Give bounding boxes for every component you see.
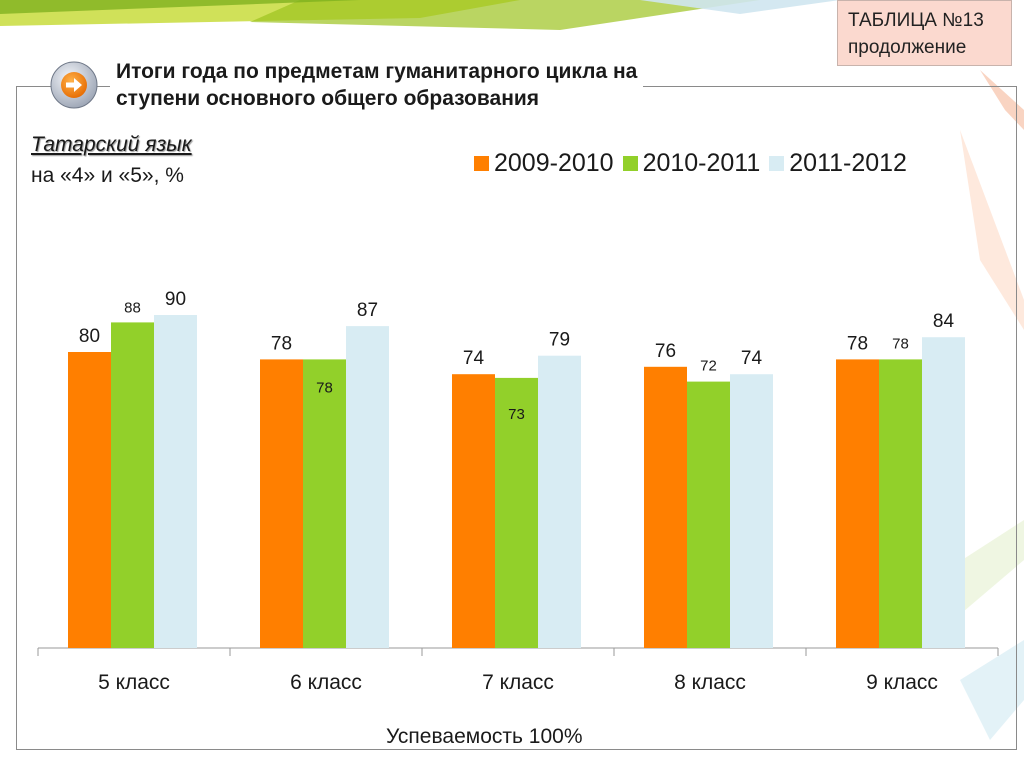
data-label: 74 xyxy=(463,348,485,369)
bar xyxy=(495,377,538,648)
bar xyxy=(922,337,965,648)
footer-note: Успеваемость 100% xyxy=(386,725,583,748)
bar xyxy=(260,359,303,648)
legend-swatch xyxy=(474,156,489,171)
legend-swatch xyxy=(622,156,638,171)
data-label: 87 xyxy=(357,300,378,321)
bar xyxy=(111,322,154,648)
legend-item-1: 2009-2010 xyxy=(474,149,614,178)
table-number-badge: ТАБЛИЦА №13 продолжение xyxy=(837,0,1012,66)
bar xyxy=(303,359,346,648)
arrow-right-icon xyxy=(50,61,98,109)
data-label: 78 xyxy=(892,335,909,352)
data-label: 78 xyxy=(316,379,333,396)
data-label: 74 xyxy=(741,348,763,369)
data-label: 84 xyxy=(933,311,955,332)
x-tick-label: 7 класс xyxy=(482,671,554,694)
bar xyxy=(346,326,389,648)
table-number: ТАБЛИЦА №13 xyxy=(848,10,984,31)
title-line-2: ступени основного общего образования xyxy=(116,87,540,110)
legend-label: 2010-2011 xyxy=(642,149,761,177)
data-label: 76 xyxy=(655,341,676,362)
data-label: 88 xyxy=(124,299,141,316)
x-tick-label: 8 класс xyxy=(674,671,746,694)
bar xyxy=(68,352,111,648)
bar xyxy=(879,359,922,648)
data-label: 90 xyxy=(165,289,186,310)
bar xyxy=(538,355,581,648)
legend-label: 2011-2012 xyxy=(789,149,907,177)
legend-item-3: 2011-2012 xyxy=(769,149,907,178)
legend-swatch xyxy=(769,156,785,171)
x-tick-label: 6 класс xyxy=(290,671,362,694)
bar xyxy=(730,374,773,648)
legend-label: 2009-2010 xyxy=(494,149,614,177)
data-label: 72 xyxy=(700,358,717,375)
data-label: 73 xyxy=(508,406,525,423)
table-continuation: продолжение xyxy=(848,37,967,58)
data-label: 80 xyxy=(79,326,100,347)
next-slide-button[interactable] xyxy=(50,61,98,109)
bar xyxy=(154,315,197,648)
chart-legend: 2009-2010 2010-2011 2011-2012 xyxy=(474,149,916,178)
data-label: 78 xyxy=(271,333,292,354)
page-title: Итоги года по предметам гуманитарного ци… xyxy=(110,58,644,112)
subject-title: Татарский язык xyxy=(31,133,192,156)
subject-subtitle: на «4» и «5», % xyxy=(31,164,184,187)
title-line-1: Итоги года по предметам гуманитарного ци… xyxy=(116,60,638,83)
legend-item-2: 2010-2011 xyxy=(622,149,761,178)
bar xyxy=(836,359,879,648)
bar xyxy=(452,374,495,648)
data-label: 78 xyxy=(847,333,868,354)
bar xyxy=(644,366,687,648)
bar xyxy=(687,381,730,648)
data-label: 79 xyxy=(549,330,570,351)
x-tick-label: 5 класс xyxy=(98,671,170,694)
x-tick-label: 9 класс xyxy=(866,671,938,694)
